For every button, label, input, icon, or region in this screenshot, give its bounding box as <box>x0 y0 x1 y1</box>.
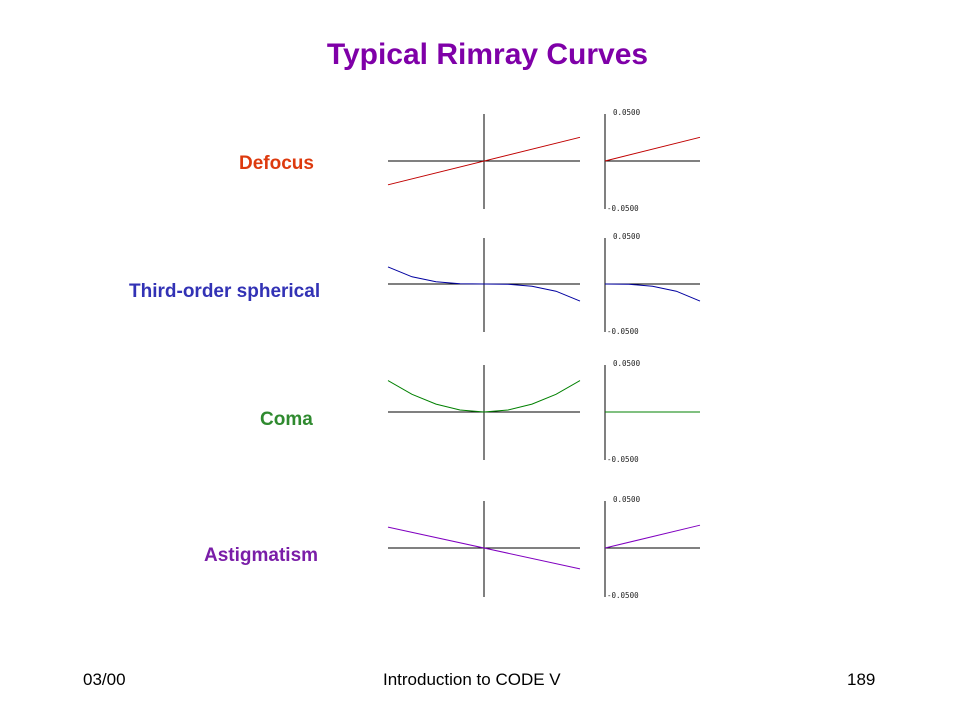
footer-page-number: 189 <box>847 670 876 689</box>
footer-title: Introduction to CODE V <box>383 670 561 689</box>
tick-label-bottom: -0.0500 <box>607 204 639 213</box>
tick-label-top: 0.0500 <box>613 108 641 117</box>
row-label-astigmatism: Astigmatism <box>204 545 319 566</box>
tick-label-top: 0.0500 <box>613 495 641 504</box>
row-label-third-order-spherical: Third-order spherical <box>129 281 321 302</box>
tick-label-top: 0.0500 <box>613 359 641 368</box>
footer-date: 03/00 <box>83 670 126 689</box>
row-label-coma: Coma <box>260 409 313 430</box>
left-panel-curve <box>387 266 581 302</box>
right-panel-curve <box>604 524 701 549</box>
tick-label-bottom: -0.0500 <box>607 455 639 464</box>
tick-label-bottom: -0.0500 <box>607 591 639 600</box>
row-label-defocus: Defocus <box>239 153 314 174</box>
left-panel-curve <box>387 380 581 413</box>
right-panel-curve <box>604 283 701 302</box>
tick-label-top: 0.0500 <box>613 232 641 241</box>
tick-label-bottom: -0.0500 <box>607 327 639 336</box>
left-panel-curve <box>387 526 581 570</box>
slide-title: Typical Rimray Curves <box>326 38 649 71</box>
left-panel-curve <box>387 136 581 186</box>
right-panel-curve <box>604 136 701 162</box>
